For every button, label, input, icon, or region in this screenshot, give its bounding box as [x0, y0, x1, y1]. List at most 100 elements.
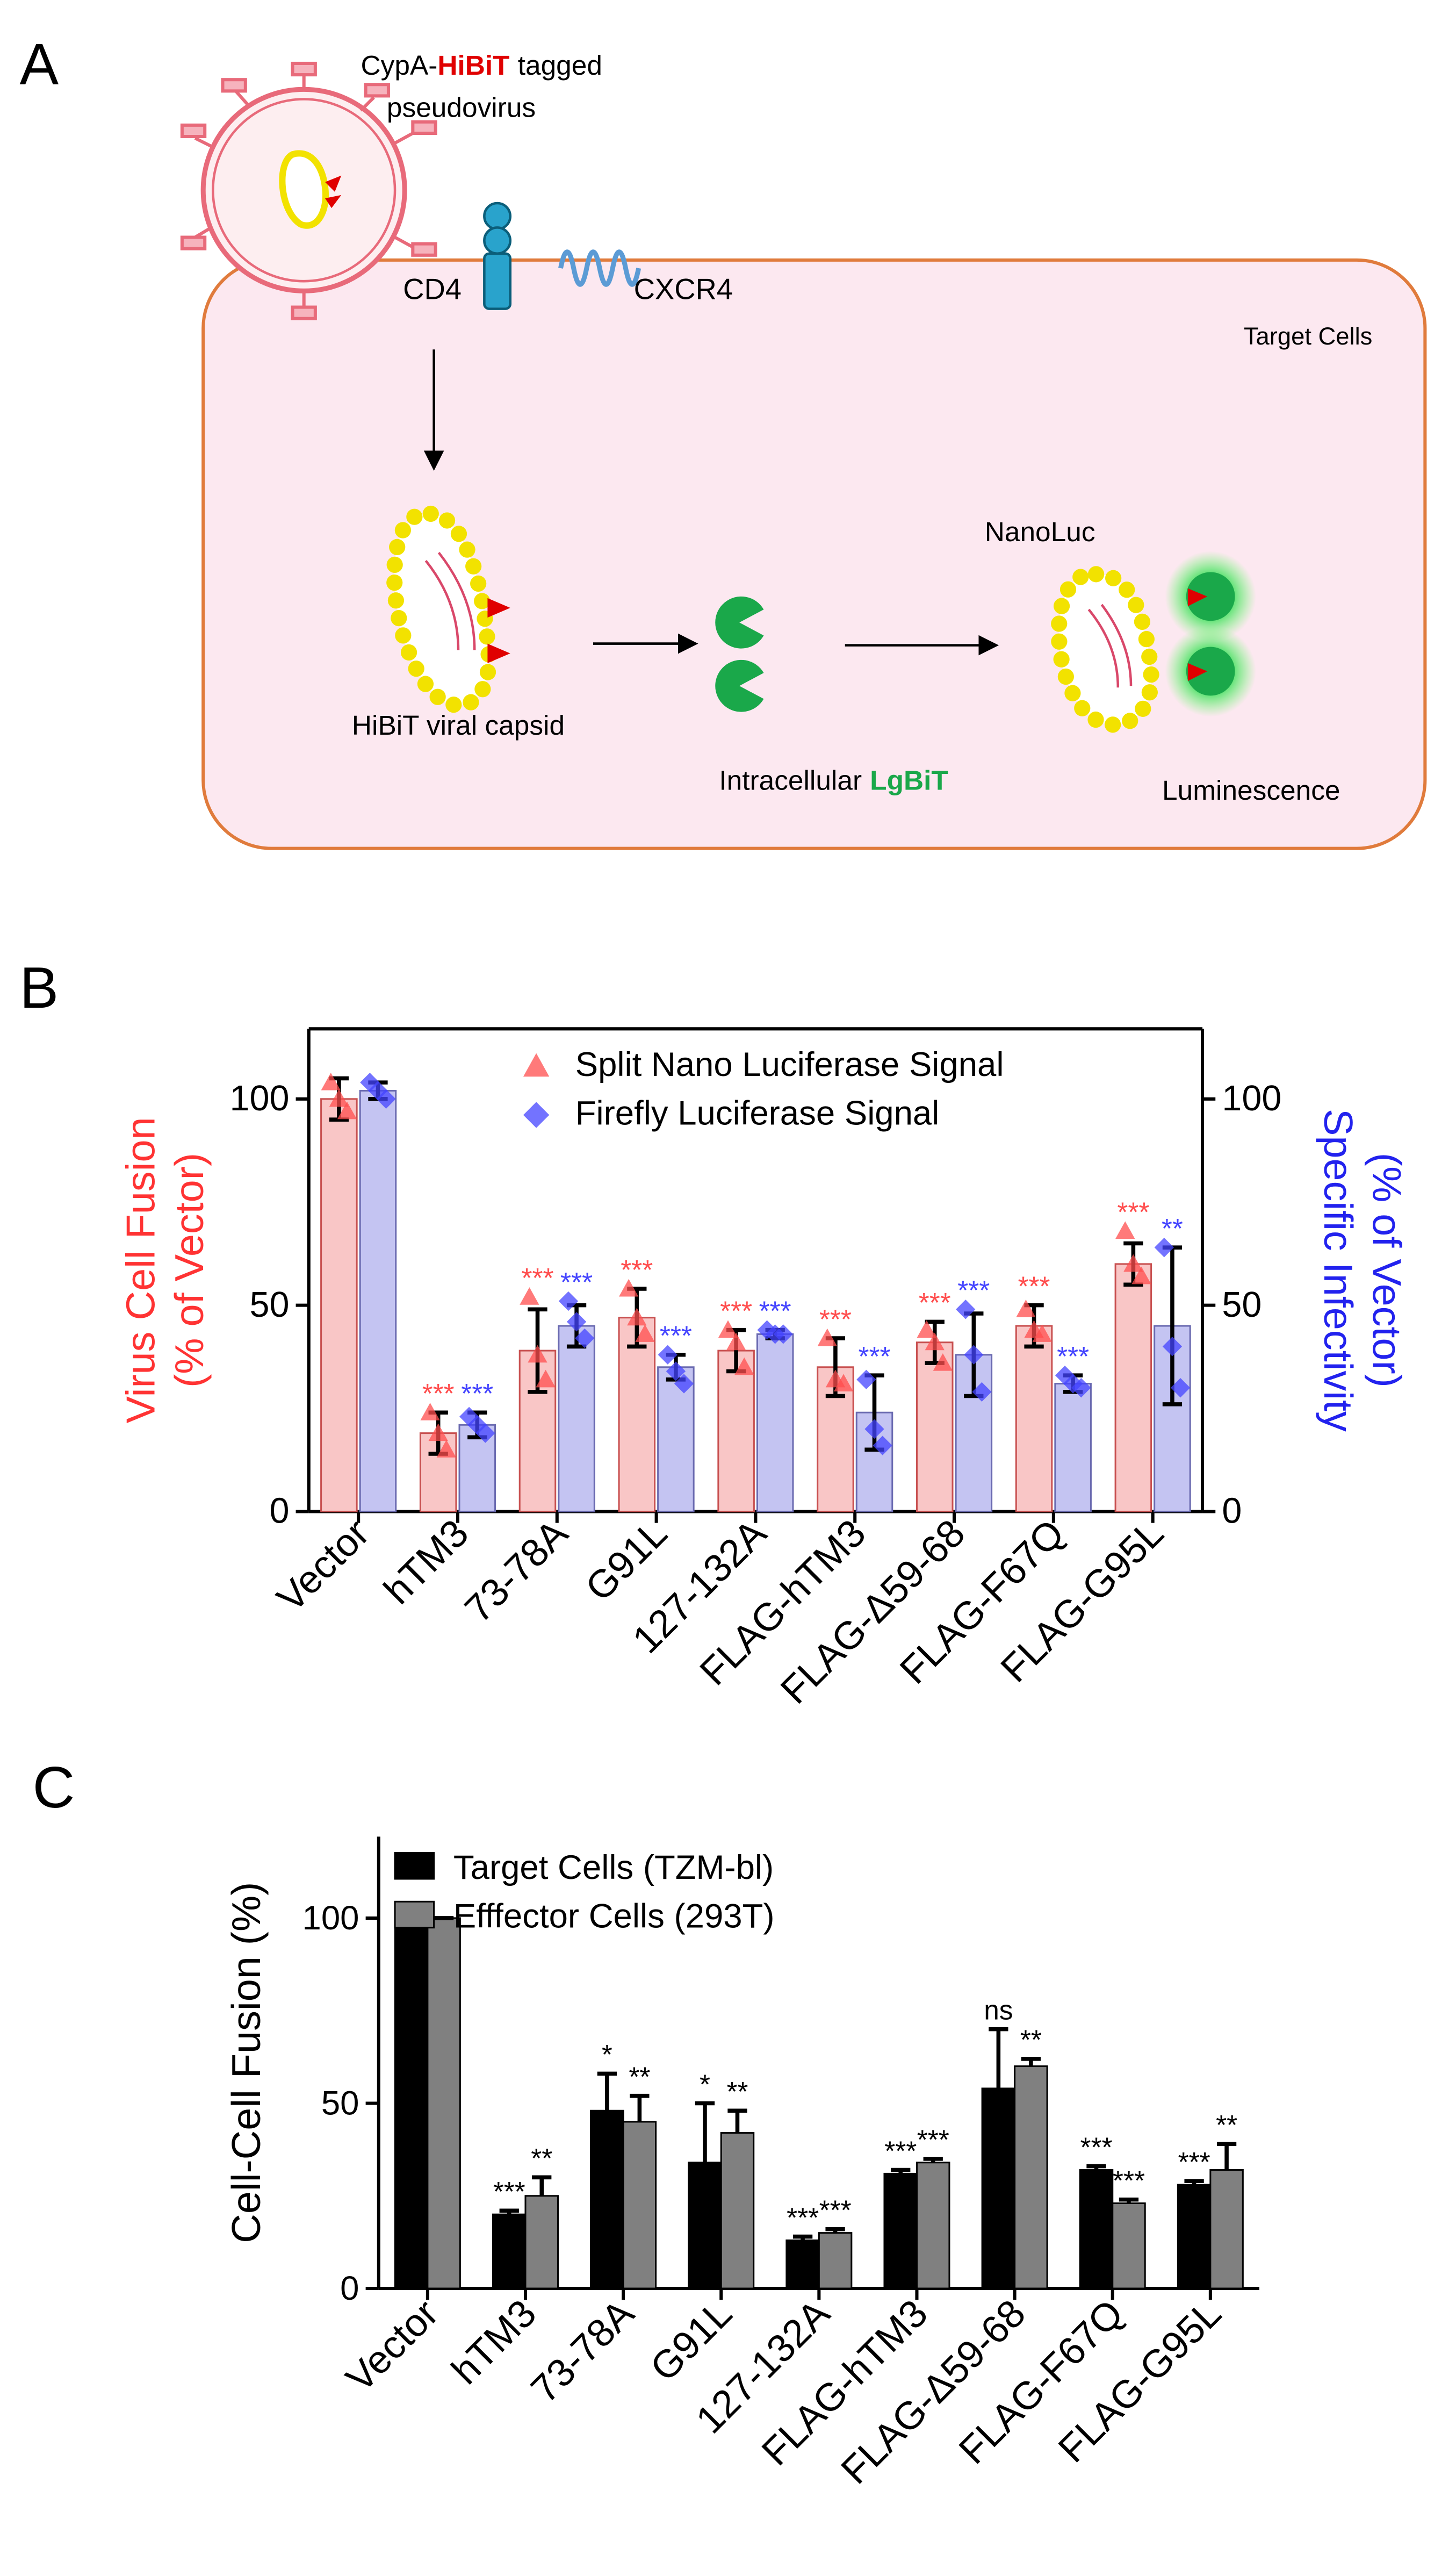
bar: [622, 2121, 657, 2290]
significance-label: ***: [787, 2201, 819, 2233]
bar: [524, 2195, 559, 2290]
bar: [394, 1917, 429, 2290]
point: [321, 1072, 341, 1090]
error-bar: [727, 2108, 747, 2133]
panel-label: B: [19, 955, 59, 1021]
legend-label: Target Cells (TZM-bl): [453, 1849, 774, 1886]
error-bar: [597, 2071, 617, 2111]
error-bar: [1184, 2179, 1204, 2185]
significance-label: ***: [1018, 1270, 1050, 1301]
point: [864, 1419, 884, 1439]
y-tick-label: 100: [229, 1079, 289, 1118]
error-bar: [695, 2101, 715, 2163]
bar: [818, 2232, 853, 2290]
point: [558, 1291, 579, 1311]
y-tick-label: 0: [340, 2270, 359, 2307]
point: [523, 1102, 550, 1128]
bar: [756, 1333, 794, 1512]
point: [619, 1279, 639, 1297]
point: [436, 1440, 456, 1458]
virus-label: CypA-HiBiT tagged: [361, 49, 602, 81]
point: [1162, 1337, 1183, 1357]
y-tick-label: 100: [302, 1899, 359, 1937]
y2-axis-label: Specific Infectivity: [1315, 1109, 1360, 1432]
legend-swatch: [394, 1852, 435, 1880]
point: [627, 1308, 647, 1326]
significance-label: ***: [1178, 2146, 1210, 2177]
error-bar: [499, 2208, 519, 2215]
y-axis-label: Virus Cell Fusion: [118, 1117, 163, 1423]
point: [520, 1287, 539, 1305]
significance-label: ***: [521, 1262, 553, 1293]
bar: [1079, 2169, 1114, 2290]
point: [964, 1345, 984, 1365]
point: [536, 1369, 556, 1388]
bar: [558, 1325, 595, 1512]
bar: [1015, 1325, 1053, 1512]
y2-tick-label: 100: [1222, 1079, 1281, 1118]
significance-label: ***: [461, 1377, 493, 1409]
legend-label: Split Nano Luciferase Signal: [575, 1046, 1004, 1083]
significance-label: ***: [919, 1287, 951, 1318]
error-bar: [1021, 2057, 1041, 2066]
point: [575, 1328, 595, 1348]
significance-label: ***: [917, 2124, 949, 2155]
significance-label: ***: [884, 2135, 917, 2166]
point: [817, 1328, 837, 1346]
point: [917, 1320, 936, 1338]
significance-label: **: [629, 2061, 650, 2092]
legend-label: Firefly Luciferase Signal: [575, 1095, 940, 1132]
significance-label: ***: [858, 1340, 890, 1372]
point: [873, 1436, 892, 1455]
error-bar: [532, 2175, 552, 2196]
bar: [1177, 2184, 1212, 2290]
significance-label: ***: [1080, 2131, 1112, 2162]
significance-label: ns: [984, 1994, 1013, 2026]
point: [856, 1369, 876, 1389]
point: [523, 1053, 550, 1077]
point: [376, 1089, 396, 1109]
x-tick-label: Vector: [338, 2291, 447, 2400]
significance-label: ***: [422, 1377, 455, 1409]
bar: [916, 2162, 950, 2290]
point: [566, 1312, 587, 1332]
point: [1123, 1254, 1143, 1272]
target-cell: [201, 258, 1427, 850]
significance-label: **: [1020, 2024, 1042, 2055]
virus-label-part: CypA-: [361, 49, 438, 81]
significance-label: *: [602, 2039, 612, 2070]
cd4-label: CD4: [403, 272, 462, 305]
significance-label: **: [726, 2076, 748, 2107]
virus-label-part: tagged: [518, 49, 602, 81]
cd4-receptor: [483, 202, 512, 310]
point: [734, 1357, 754, 1375]
bar: [717, 1350, 755, 1512]
point: [933, 1353, 953, 1371]
point: [420, 1403, 440, 1420]
y2-tick-label: 50: [1222, 1285, 1262, 1325]
bar: [492, 2213, 527, 2290]
bar: [1114, 1263, 1152, 1512]
y2-axis-label: (% of Vector): [1364, 1153, 1409, 1388]
y-tick-label: 0: [269, 1491, 289, 1531]
y-axis-label: Cell-Cell Fusion (%): [224, 1882, 269, 2243]
significance-label: ***: [621, 1254, 653, 1285]
bar: [883, 2172, 918, 2290]
significance-label: **: [1162, 1212, 1183, 1244]
cxcr4-label: CXCR4: [634, 272, 733, 305]
x-tick-label: 73-78A: [523, 2291, 643, 2411]
bar: [1112, 2202, 1146, 2290]
bar: [657, 1366, 695, 1512]
point: [1115, 1221, 1135, 1239]
significance-label: ***: [759, 1295, 791, 1326]
panel-label: A: [19, 32, 59, 97]
y-tick-label: 50: [249, 1285, 289, 1325]
point: [428, 1423, 448, 1441]
significance-label: ***: [819, 2194, 852, 2226]
point: [1071, 1378, 1091, 1398]
capsid-label: HiBiT viral capsid: [352, 709, 565, 741]
point: [956, 1300, 976, 1319]
bar: [688, 2162, 722, 2290]
